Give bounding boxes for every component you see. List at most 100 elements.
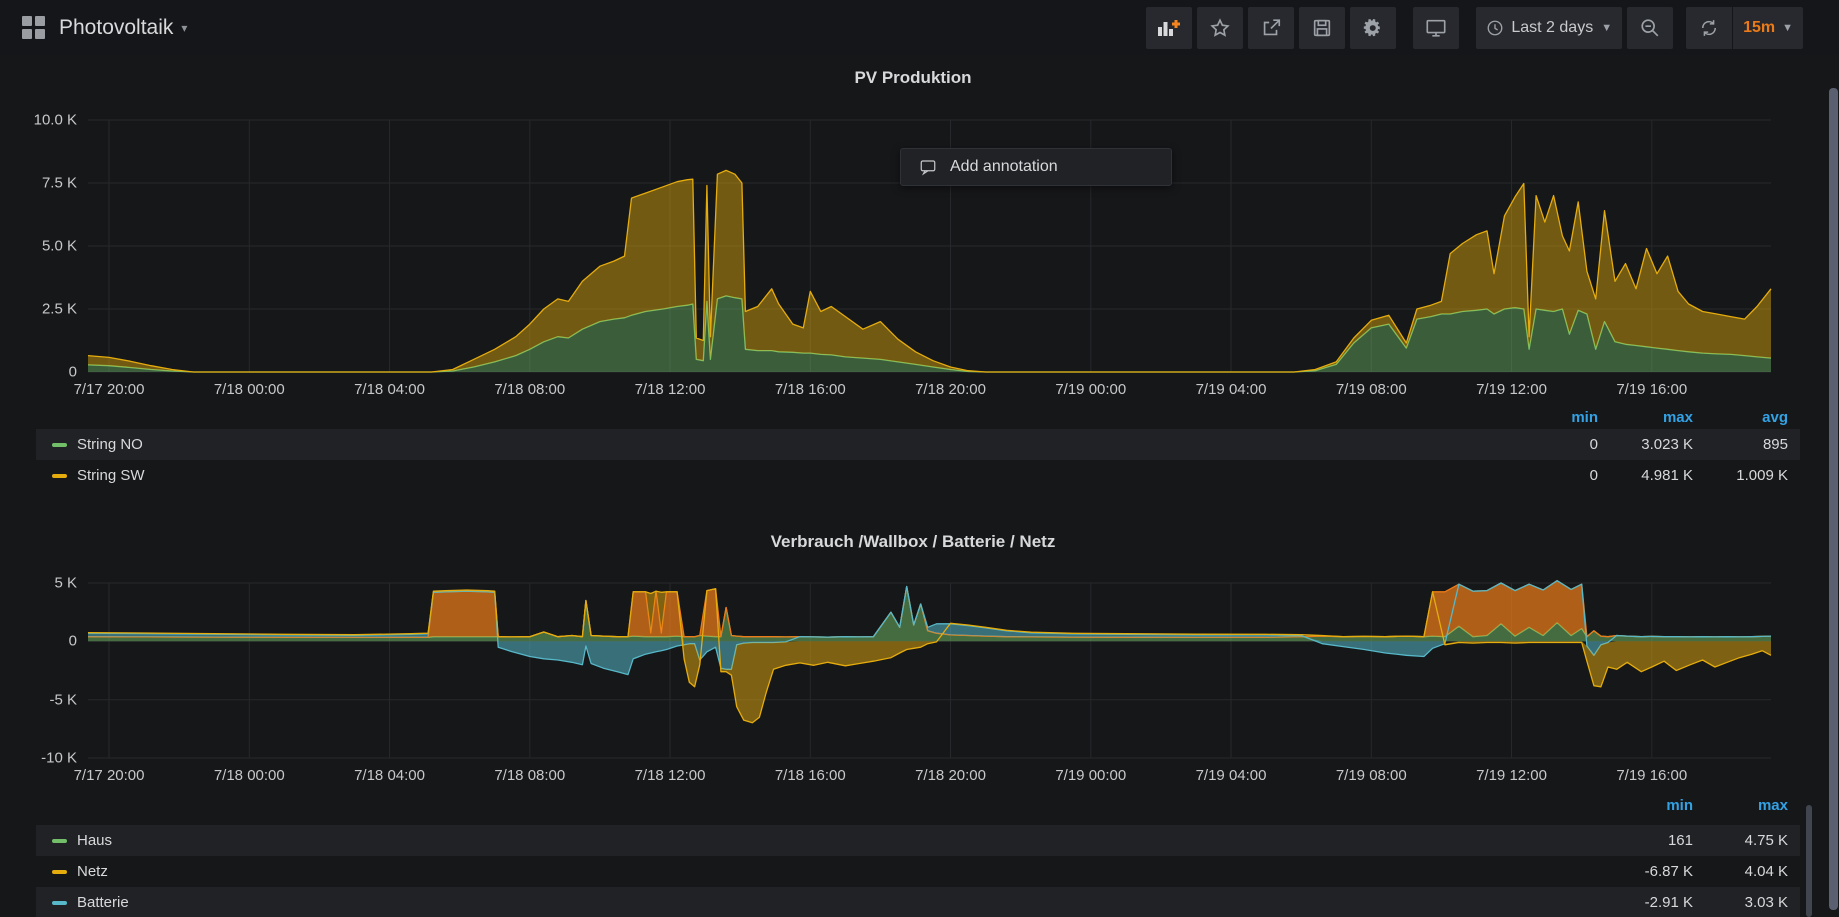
series-max: 4.04 K: [1693, 863, 1788, 880]
star-button[interactable]: [1197, 7, 1243, 49]
series-color-swatch: [52, 870, 67, 874]
monitor-icon: [1424, 17, 1448, 39]
x-axis-tick-label: 7/18 20:00: [915, 381, 986, 398]
series-toggle[interactable]: String SW: [36, 467, 1508, 484]
comment-bubble-icon: [919, 158, 937, 176]
x-axis-tick-label: 7/17 20:00: [74, 767, 145, 784]
y-axis-tick-label: -5 K: [49, 691, 77, 708]
chart-canvas[interactable]: [88, 583, 1771, 758]
x-axis-tick-label: 7/19 12:00: [1476, 767, 1547, 784]
y-axis-tick-label: 0: [69, 633, 77, 650]
x-axis-tick-label: 7/18 04:00: [354, 767, 425, 784]
legend-header-min[interactable]: min: [1603, 797, 1693, 814]
gear-icon: [1362, 17, 1384, 39]
legend-header-row: min max: [36, 794, 1800, 817]
series-min: -6.87 K: [1603, 863, 1693, 880]
zoom-out-button[interactable]: [1627, 7, 1673, 49]
x-axis-tick-label: 7/18 16:00: [775, 767, 846, 784]
legend-row-batterie: Batterie -2.91 K 3.03 K: [36, 887, 1800, 917]
legend-row-string-sw: String SW 0 4.981 K 1.009 K: [36, 460, 1800, 491]
y-axis-tick-label: 5 K: [54, 575, 77, 592]
legend-header-max[interactable]: max: [1693, 797, 1788, 814]
series-color-swatch: [52, 839, 67, 843]
navbar-left: Photovoltaik ▾: [0, 16, 187, 40]
x-axis-tick-label: 7/19 16:00: [1616, 767, 1687, 784]
y-axis-tick-label: 7.5 K: [42, 175, 77, 192]
add-annotation-label: Add annotation: [950, 158, 1058, 176]
series-max: 3.023 K: [1598, 436, 1693, 453]
series-toggle[interactable]: Batterie: [36, 894, 1603, 911]
x-axis-tick-label: 7/18 08:00: [494, 381, 565, 398]
series-name: Haus: [77, 832, 112, 849]
series-color-swatch: [52, 901, 67, 905]
panel-pv-produktion: PV Produktion 10.0 K7.5 K5.0 K2.5 K07/17…: [0, 55, 1826, 505]
refresh-interval-button[interactable]: 15m ▼: [1733, 7, 1803, 49]
time-range-label: Last 2 days: [1511, 19, 1593, 37]
dashboard-grid-icon[interactable]: [22, 16, 45, 39]
legend-header-max[interactable]: max: [1598, 409, 1693, 426]
navbar: Photovoltaik ▾: [0, 0, 1839, 55]
x-axis-tick-label: 7/18 08:00: [494, 767, 565, 784]
series-color-swatch: [52, 443, 67, 447]
refresh-interval-label: 15m: [1743, 19, 1775, 37]
series-toggle[interactable]: String NO: [36, 436, 1508, 453]
y-axis-tick-label: 2.5 K: [42, 301, 77, 318]
cycle-view-button[interactable]: [1413, 7, 1459, 49]
legend-header-min[interactable]: min: [1508, 409, 1598, 426]
series-name: String NO: [77, 436, 143, 453]
x-axis-tick-label: 7/18 20:00: [915, 767, 986, 784]
series-max: 4.75 K: [1693, 832, 1788, 849]
x-axis-tick-label: 7/18 12:00: [635, 381, 706, 398]
series-min: 0: [1508, 467, 1598, 484]
time-picker-button[interactable]: Last 2 days ▼: [1476, 7, 1622, 49]
x-axis-tick-label: 7/18 00:00: [214, 767, 285, 784]
x-axis-tick-label: 7/19 04:00: [1196, 381, 1267, 398]
series-color-swatch: [52, 474, 67, 478]
panel-title[interactable]: PV Produktion: [0, 68, 1826, 88]
series-min: 0: [1508, 436, 1598, 453]
vertical-scrollbar-thumb[interactable]: [1829, 88, 1838, 910]
x-axis-tick-label: 7/17 20:00: [74, 381, 145, 398]
chevron-down-icon: ▼: [1601, 22, 1612, 34]
y-axis-tick-label: 5.0 K: [42, 238, 77, 255]
settings-button[interactable]: [1350, 7, 1396, 49]
save-button[interactable]: [1299, 7, 1345, 49]
series-min: 161: [1603, 832, 1693, 849]
panel-title[interactable]: Verbrauch /Wallbox / Batterie / Netz: [0, 532, 1826, 552]
legend-row-netz: Netz -6.87 K 4.04 K: [36, 856, 1800, 887]
x-axis-tick-label: 7/19 16:00: [1616, 381, 1687, 398]
series-name: Netz: [77, 863, 108, 880]
add-panel-button[interactable]: [1146, 7, 1192, 49]
star-icon: [1209, 17, 1231, 39]
navbar-right: Last 2 days ▼ 15m ▼: [1141, 7, 1839, 49]
refresh-icon: [1699, 18, 1719, 38]
x-axis-tick-label: 7/19 08:00: [1336, 767, 1407, 784]
refresh-button[interactable]: [1686, 7, 1732, 49]
legend-table: min max Haus 161 4.75 K Netz -6.87 K 4.0…: [36, 794, 1800, 917]
legend-row-haus: Haus 161 4.75 K: [36, 825, 1800, 856]
legend-scrollbar-thumb[interactable]: [1806, 805, 1812, 917]
series-avg: 1.009 K: [1693, 467, 1788, 484]
x-axis-tick-label: 7/18 12:00: [635, 767, 706, 784]
dashboard-title[interactable]: Photovoltaik: [59, 16, 173, 40]
legend-table: min max avg String NO 0 3.023 K 895 Stri…: [36, 406, 1800, 491]
y-axis-tick-label: 0: [69, 364, 77, 381]
x-axis-tick-label: 7/18 16:00: [775, 381, 846, 398]
add-annotation-menu-item[interactable]: Add annotation: [900, 148, 1172, 186]
x-axis-tick-label: 7/18 00:00: [214, 381, 285, 398]
time-series-chart[interactable]: 5 K0-5 K-10 K7/17 20:007/18 00:007/18 04…: [88, 583, 1771, 758]
x-axis-tick-label: 7/19 00:00: [1055, 381, 1126, 398]
legend-header-avg[interactable]: avg: [1693, 409, 1788, 426]
add-panel-icon: [1157, 17, 1181, 39]
x-axis-tick-label: 7/19 12:00: [1476, 381, 1547, 398]
chevron-down-icon[interactable]: ▾: [181, 21, 187, 35]
clock-icon: [1486, 19, 1504, 37]
share-icon: [1260, 17, 1282, 39]
x-axis-tick-label: 7/19 04:00: [1196, 767, 1267, 784]
series-toggle[interactable]: Netz: [36, 863, 1603, 880]
x-axis-tick-label: 7/18 04:00: [354, 381, 425, 398]
y-axis-tick-label: 10.0 K: [34, 112, 77, 129]
series-toggle[interactable]: Haus: [36, 832, 1603, 849]
series-min: -2.91 K: [1603, 894, 1693, 911]
share-button[interactable]: [1248, 7, 1294, 49]
